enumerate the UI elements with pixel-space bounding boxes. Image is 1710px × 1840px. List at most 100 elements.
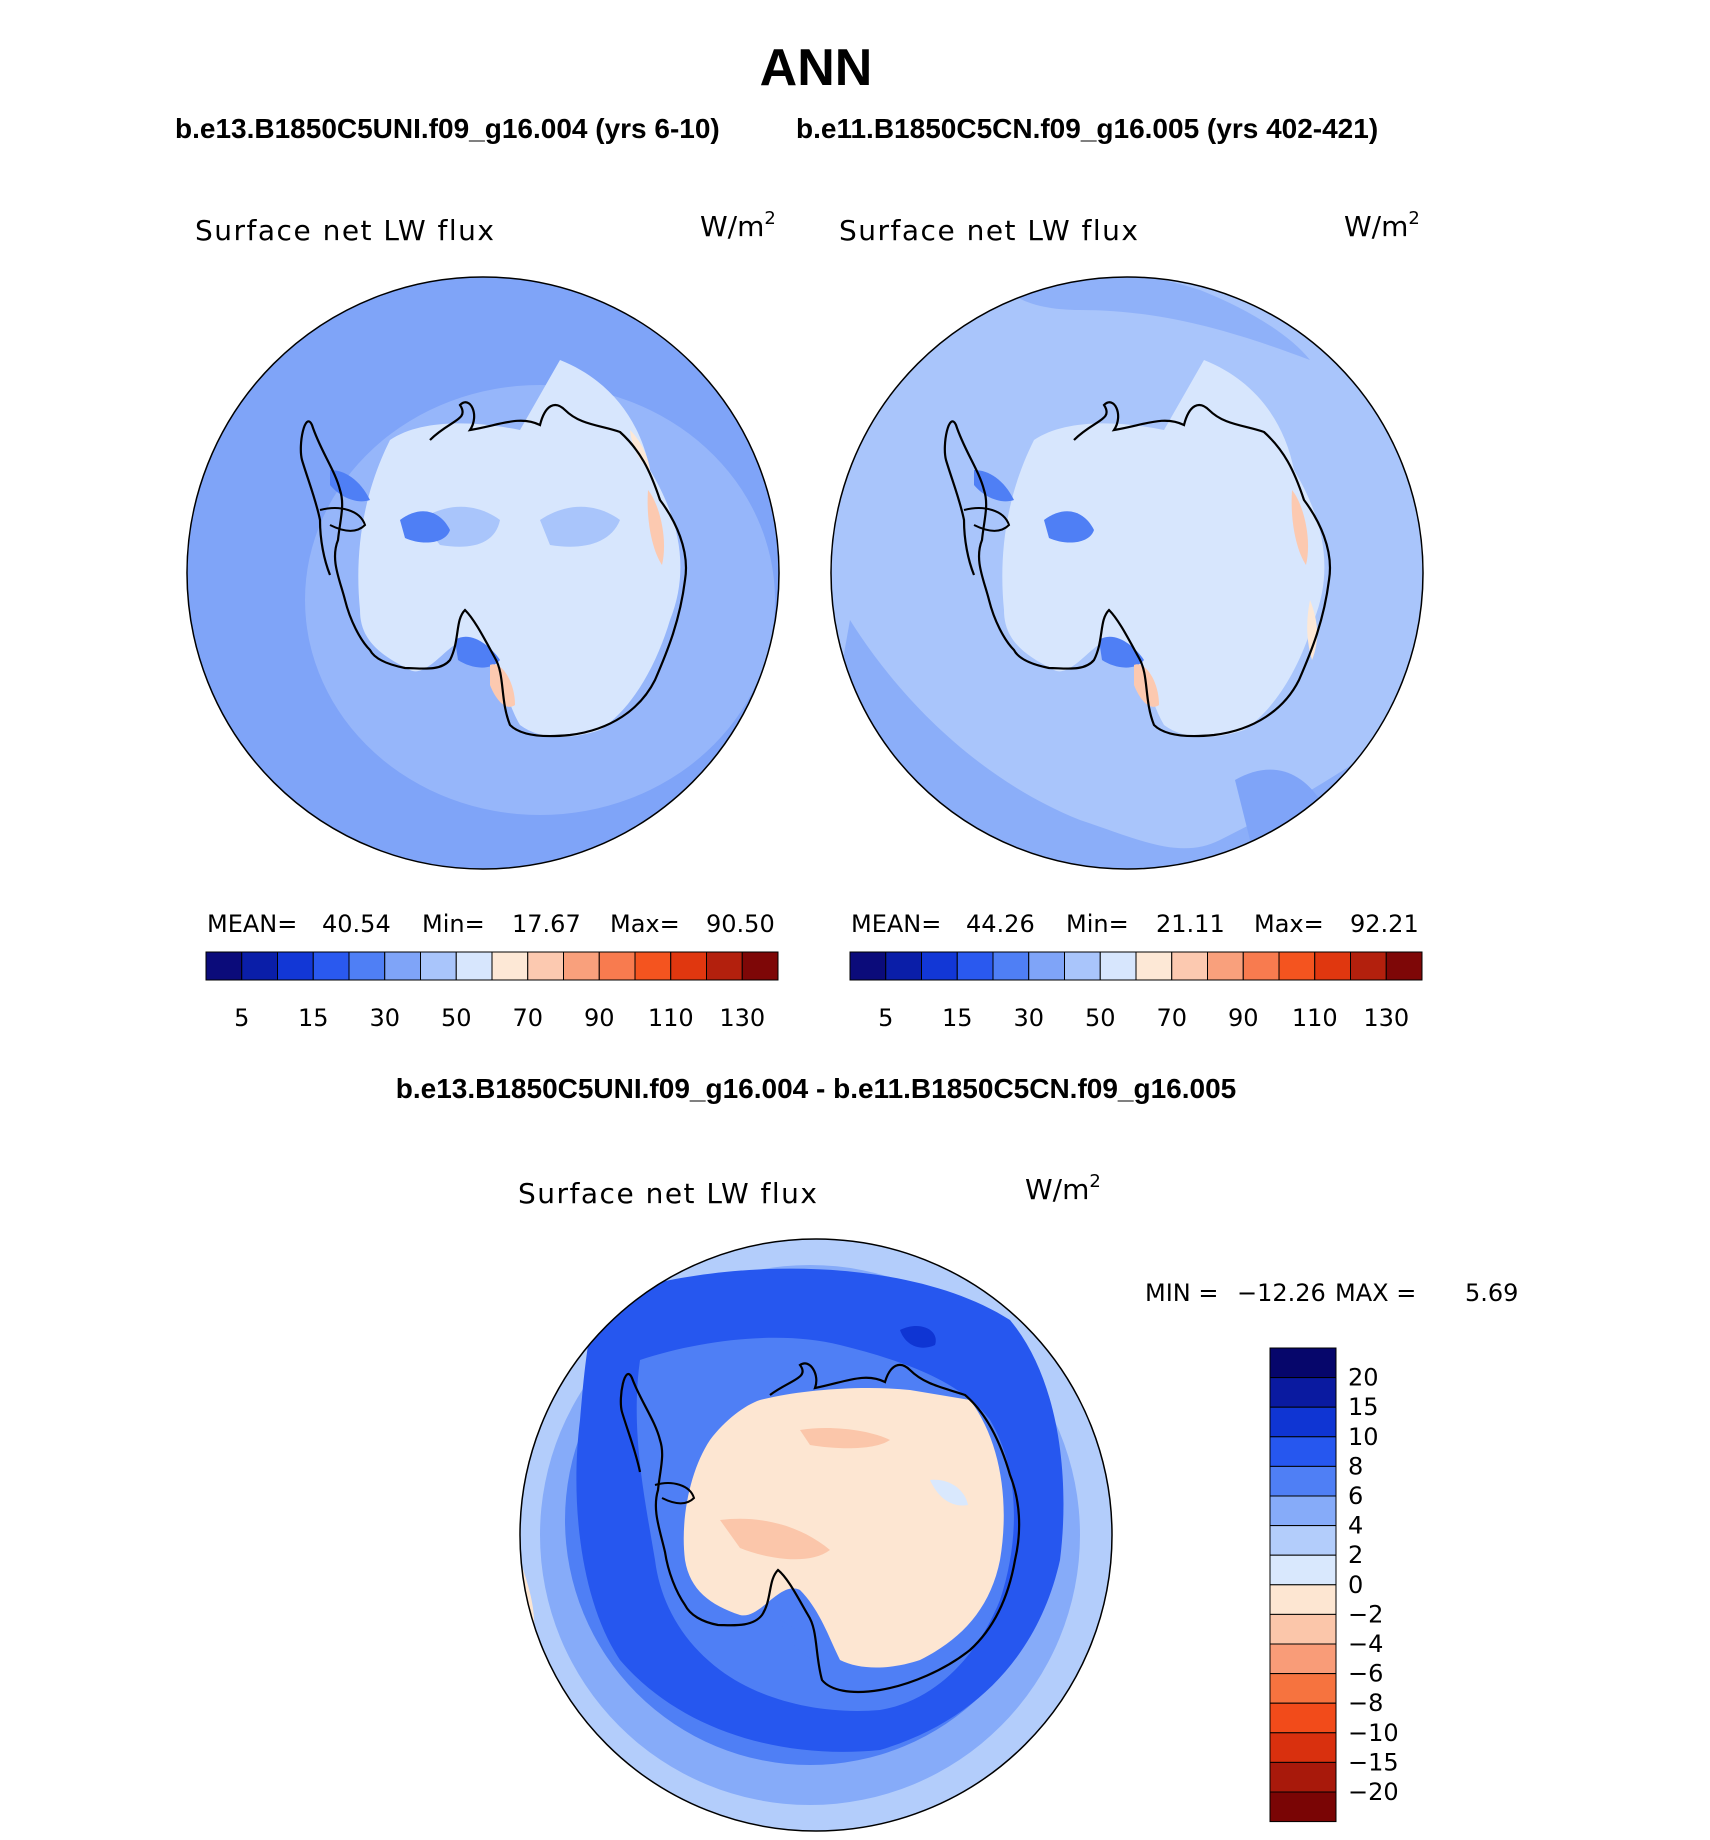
colorbar-tick-label: 70 [512,1004,543,1032]
colorbar-tick-label: 20 [1348,1364,1379,1392]
colorbar-tick-label: 70 [1156,1004,1187,1032]
colorbar-swatch [1269,1791,1337,1823]
season-title: ANN [760,39,873,97]
colorbar-tick-label: 130 [1363,1004,1409,1032]
diff-title: b.e13.B1850C5UNI.f09_g16.004 - b.e11.B18… [396,1073,1237,1104]
colorbar-swatch [1269,1732,1337,1763]
colorbar-tick-label: 110 [648,1004,694,1032]
colorbar-swatch [455,951,493,981]
colorbar-left: 5 15 30 50 70 90 110 130 [205,951,779,1032]
colorbar-swatch [1028,951,1065,981]
colorbar-swatch [348,951,386,981]
colorbar-swatch [1269,1702,1337,1734]
units-label-right: W/m2 [1344,208,1420,243]
colorbar-swatch [563,951,600,981]
colorbar-tick-label: 8 [1348,1452,1363,1480]
colorbar-swatch [741,951,779,981]
colorbar-swatch [1269,1525,1337,1556]
colorbar-swatch [670,951,707,981]
colorbar-tick-label: 30 [369,1004,400,1032]
colorbar-swatch [1269,1436,1337,1467]
colorbar-tick-label: −20 [1348,1778,1399,1806]
units-label-diff: W/m2 [1025,1171,1101,1206]
colorbar-swatch [1269,1554,1337,1586]
colorbar-swatch [849,951,887,981]
colorbar-tick-label: 50 [1085,1004,1116,1032]
colorbar-swatch [1242,951,1280,981]
colorbar-tick-label: 0 [1348,1571,1363,1599]
map-panel-diff: Surface net LW flux W/m2 MIN = −12.26 MAX … [518,1171,1518,1832]
colorbar-swatch [1314,951,1351,981]
colorbar-swatch [1269,1406,1337,1438]
colorbar-tick-label: 2 [1348,1541,1363,1569]
colorbar-swatch [1269,1673,1337,1704]
colorbar-tick-label: 90 [584,1004,615,1032]
map-panel-right: Surface net LW flux W/m2 MEAN= 44.26 Min= 2… [830,208,1424,1032]
colorbar-tick-label: −6 [1348,1660,1383,1688]
colorbar-swatch [1135,951,1173,981]
colorbar-swatch [1269,1613,1337,1645]
case-title-left: b.e13.B1850C5UNI.f09_g16.004 (yrs 6-10) [175,113,720,144]
polar-map-right [831,277,1423,869]
colorbar-swatch [921,951,958,981]
variable-label-diff: Surface net LW flux [518,1177,819,1210]
colorbar-swatch [706,951,743,981]
colorbar-swatch [420,951,457,981]
colorbar-swatch [598,951,636,981]
colorbar-swatch [277,951,314,981]
colorbar-swatch [1385,951,1423,981]
stats-left: MEAN= 40.54 Min= 17.67 Max= 90.50 [207,910,775,938]
colorbar-tick-label: 5 [234,1004,249,1032]
colorbar-tick-label: −15 [1348,1748,1399,1776]
colorbar-swatch [384,951,421,981]
colorbar-swatch [1269,1761,1337,1793]
colorbar-tick-label: 130 [719,1004,765,1032]
colorbar-tick-label: 10 [1348,1423,1379,1451]
colorbar-swatch [956,951,994,981]
colorbar-swatch [1278,951,1316,981]
colorbar-tick-label: 15 [942,1004,973,1032]
colorbar-swatch [1269,1495,1337,1527]
colorbar-tick-label: 30 [1013,1004,1044,1032]
units-label-left: W/m2 [700,208,776,243]
colorbar-tick-label: 50 [441,1004,472,1032]
colorbar-tick-label: 110 [1292,1004,1338,1032]
colorbar-swatch [1269,1377,1337,1408]
case-title-right: b.e11.B1850C5CN.f09_g16.005 (yrs 402-421… [796,113,1378,144]
colorbar-tick-label: 5 [878,1004,893,1032]
colorbar-tick-label: −10 [1348,1719,1399,1747]
colorbar-tick-label: 6 [1348,1482,1363,1510]
colorbar-swatch [241,951,278,981]
minmax-diff: MIN = −12.26 MAX = 5.69 [1145,1279,1518,1307]
variable-label-left: Surface net LW flux [195,214,496,247]
colorbar-tick-label: −4 [1348,1630,1383,1658]
colorbar-swatch [1171,951,1208,981]
stats-right: MEAN= 44.26 Min= 21.11 Max= 92.21 [851,910,1419,938]
colorbar-tick-label: 90 [1228,1004,1259,1032]
colorbar-swatch [1064,951,1101,981]
colorbar-swatch [205,951,243,981]
colorbar-swatch [634,951,672,981]
colorbar-right: 5 15 30 50 70 90 110 130 [849,951,1423,1032]
colorbar-swatch [992,951,1030,981]
colorbar-swatch [1269,1347,1337,1379]
polar-map-left [187,277,779,869]
variable-label-right: Surface net LW flux [839,214,1140,247]
colorbar-swatch [491,951,529,981]
colorbar-tick-label: −8 [1348,1689,1383,1717]
colorbar-swatch [885,951,922,981]
colorbar-tick-label: −2 [1348,1600,1383,1628]
colorbar-tick-label: 15 [1348,1393,1379,1421]
colorbar-swatch [527,951,564,981]
colorbar-swatch [312,951,350,981]
colorbar-swatch [1269,1584,1337,1615]
polar-map-diff [520,1239,1112,1831]
colorbar-tick-label: 4 [1348,1512,1363,1540]
colorbar-swatch [1207,951,1244,981]
colorbar-swatch [1099,951,1137,981]
colorbar-swatch [1269,1465,1337,1497]
colorbar-tick-label: 15 [298,1004,329,1032]
colorbar-swatch [1269,1643,1337,1675]
